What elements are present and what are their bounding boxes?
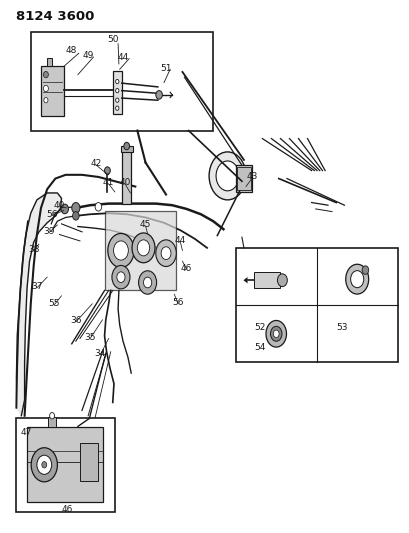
- Bar: [112, 71, 121, 114]
- Circle shape: [113, 241, 128, 260]
- Circle shape: [95, 203, 101, 211]
- Circle shape: [112, 265, 130, 289]
- Circle shape: [72, 212, 79, 220]
- Circle shape: [277, 274, 287, 287]
- Text: 55: 55: [48, 300, 60, 308]
- Text: 44: 44: [117, 53, 128, 61]
- Circle shape: [44, 98, 48, 103]
- Circle shape: [43, 85, 48, 92]
- Circle shape: [155, 91, 162, 99]
- Circle shape: [138, 271, 156, 294]
- Text: 41: 41: [103, 178, 114, 187]
- Bar: [235, 165, 252, 192]
- Circle shape: [270, 326, 281, 341]
- Bar: [104, 211, 176, 290]
- Bar: [27, 427, 102, 502]
- Bar: [80, 443, 98, 481]
- Text: 37: 37: [31, 282, 43, 291]
- Text: 46: 46: [62, 505, 73, 514]
- Circle shape: [155, 240, 176, 266]
- Circle shape: [117, 272, 125, 282]
- Text: 39: 39: [43, 227, 55, 236]
- Text: 35: 35: [84, 333, 96, 342]
- Text: 42: 42: [90, 159, 102, 168]
- Text: 36: 36: [70, 317, 81, 325]
- Circle shape: [273, 330, 279, 337]
- Text: 53: 53: [336, 324, 347, 332]
- Text: 48: 48: [66, 46, 77, 55]
- Bar: [48, 417, 56, 427]
- Circle shape: [345, 264, 368, 294]
- Text: 47: 47: [21, 429, 32, 437]
- Text: 49: 49: [82, 52, 94, 60]
- Circle shape: [43, 71, 48, 78]
- Circle shape: [61, 204, 68, 214]
- Circle shape: [265, 320, 286, 347]
- Text: 40: 40: [119, 178, 130, 187]
- Bar: [31, 32, 213, 131]
- Text: 43: 43: [246, 173, 257, 181]
- Circle shape: [37, 455, 52, 474]
- Circle shape: [124, 142, 129, 150]
- Circle shape: [132, 233, 155, 263]
- Text: 56: 56: [47, 210, 58, 219]
- Circle shape: [137, 240, 149, 256]
- Circle shape: [72, 203, 80, 213]
- Circle shape: [216, 161, 238, 191]
- Bar: [47, 58, 52, 66]
- Text: 50: 50: [107, 36, 118, 44]
- Bar: [41, 66, 63, 116]
- Text: 54: 54: [254, 343, 265, 352]
- Text: 45: 45: [139, 221, 151, 229]
- Polygon shape: [243, 277, 247, 284]
- Circle shape: [161, 247, 171, 260]
- Circle shape: [104, 167, 110, 174]
- Text: 51: 51: [160, 64, 171, 72]
- Circle shape: [42, 462, 47, 468]
- Bar: [236, 167, 250, 190]
- Bar: [253, 272, 280, 288]
- Bar: [120, 146, 133, 152]
- Circle shape: [115, 88, 119, 93]
- Text: 38: 38: [28, 245, 39, 254]
- Circle shape: [143, 277, 151, 288]
- Circle shape: [115, 79, 119, 84]
- Circle shape: [108, 233, 134, 268]
- Circle shape: [361, 266, 368, 274]
- Circle shape: [115, 106, 119, 110]
- Circle shape: [49, 413, 54, 419]
- Text: 34: 34: [94, 349, 106, 358]
- Text: 52: 52: [254, 324, 265, 332]
- Polygon shape: [16, 193, 61, 416]
- Bar: [16, 418, 115, 512]
- Circle shape: [209, 152, 245, 200]
- Text: 44: 44: [174, 237, 186, 245]
- Circle shape: [31, 448, 57, 482]
- Text: 56: 56: [172, 298, 184, 307]
- Bar: [235, 248, 397, 362]
- Bar: [122, 150, 131, 204]
- Text: 8124 3600: 8124 3600: [16, 10, 94, 23]
- Circle shape: [350, 271, 363, 288]
- Text: 46: 46: [180, 264, 192, 272]
- Circle shape: [115, 98, 119, 102]
- Text: 40: 40: [54, 201, 65, 210]
